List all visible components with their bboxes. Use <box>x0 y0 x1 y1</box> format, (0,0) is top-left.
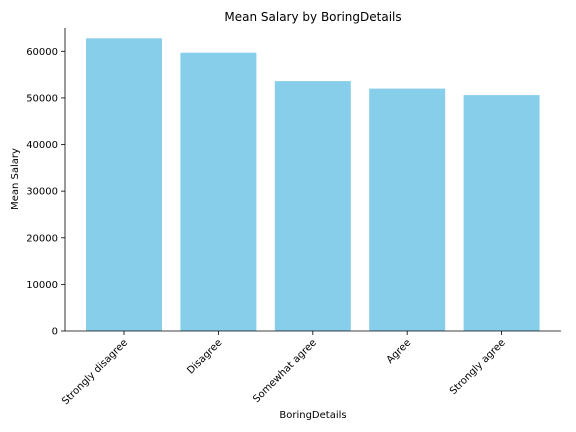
y-tick-label: 10000 <box>26 280 58 291</box>
x-axis-label: BoringDetails <box>279 410 346 421</box>
x-axis: Strongly disagree Disagree Somewhat agree A… <box>60 331 508 407</box>
y-tick-label: 60000 <box>26 47 58 58</box>
y-axis-label: Mean Salary <box>10 148 21 210</box>
x-tick-label: Somewhat agree <box>251 337 319 405</box>
x-tick-label: Strongly agree <box>448 337 508 397</box>
x-tick-label: Disagree <box>185 337 224 376</box>
y-tick-label: 0 <box>52 327 58 338</box>
bar-agree <box>369 88 446 331</box>
bar-somewhat-agree <box>274 81 351 331</box>
x-tick-label: Agree <box>385 337 414 366</box>
y-tick-label: 40000 <box>26 140 58 151</box>
bar-strongly-agree <box>463 95 540 331</box>
bar-strongly-disagree <box>86 38 162 332</box>
bars <box>86 38 540 332</box>
bar-disagree <box>180 52 257 331</box>
y-tick-label: 30000 <box>26 187 58 198</box>
chart-title: Mean Salary by BoringDetails <box>224 10 401 24</box>
y-tick-label: 50000 <box>26 93 58 104</box>
y-tick-label: 20000 <box>26 233 58 244</box>
y-axis: 0 10000 20000 30000 40000 50000 60000 <box>26 47 65 338</box>
x-tick-label: Strongly disagree <box>60 337 130 407</box>
